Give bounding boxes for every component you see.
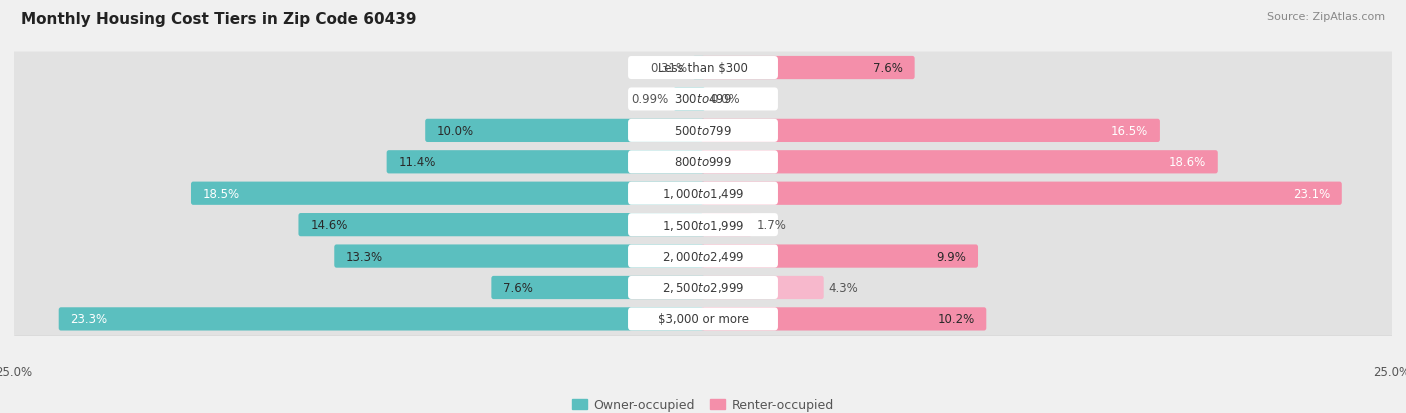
Text: 0.31%: 0.31%	[651, 62, 688, 75]
Text: $1,500 to $1,999: $1,500 to $1,999	[662, 218, 744, 232]
Text: Monthly Housing Cost Tiers in Zip Code 60439: Monthly Housing Cost Tiers in Zip Code 6…	[21, 12, 416, 27]
FancyBboxPatch shape	[10, 209, 1396, 241]
FancyBboxPatch shape	[10, 147, 1396, 178]
Text: 0.0%: 0.0%	[710, 93, 740, 106]
FancyBboxPatch shape	[628, 151, 778, 174]
Text: 9.9%: 9.9%	[936, 250, 966, 263]
FancyBboxPatch shape	[700, 119, 1160, 142]
Text: $3,000 or more: $3,000 or more	[658, 313, 748, 325]
FancyBboxPatch shape	[387, 151, 706, 174]
Text: 0.99%: 0.99%	[631, 93, 669, 106]
FancyBboxPatch shape	[10, 52, 1396, 84]
Text: 10.0%: 10.0%	[437, 125, 474, 138]
FancyBboxPatch shape	[628, 276, 778, 299]
Text: 13.3%: 13.3%	[346, 250, 384, 263]
Text: $300 to $499: $300 to $499	[673, 93, 733, 106]
FancyBboxPatch shape	[491, 276, 706, 299]
FancyBboxPatch shape	[628, 57, 778, 80]
Text: 14.6%: 14.6%	[311, 218, 347, 232]
Text: 7.6%: 7.6%	[503, 281, 533, 294]
Text: 16.5%: 16.5%	[1111, 125, 1149, 138]
Legend: Owner-occupied, Renter-occupied: Owner-occupied, Renter-occupied	[568, 393, 838, 413]
Text: $800 to $999: $800 to $999	[673, 156, 733, 169]
Text: $500 to $799: $500 to $799	[673, 125, 733, 138]
FancyBboxPatch shape	[673, 88, 706, 112]
FancyBboxPatch shape	[628, 214, 778, 237]
FancyBboxPatch shape	[700, 151, 1218, 174]
Text: $2,500 to $2,999: $2,500 to $2,999	[662, 281, 744, 295]
FancyBboxPatch shape	[10, 272, 1396, 304]
Text: 23.1%: 23.1%	[1292, 187, 1330, 200]
Text: $2,000 to $2,499: $2,000 to $2,499	[662, 249, 744, 263]
Text: $1,000 to $1,499: $1,000 to $1,499	[662, 187, 744, 201]
FancyBboxPatch shape	[628, 120, 778, 142]
FancyBboxPatch shape	[700, 245, 979, 268]
Text: 18.5%: 18.5%	[202, 187, 240, 200]
FancyBboxPatch shape	[692, 57, 706, 80]
FancyBboxPatch shape	[10, 178, 1396, 210]
Text: Less than $300: Less than $300	[658, 62, 748, 75]
FancyBboxPatch shape	[628, 182, 778, 205]
FancyBboxPatch shape	[298, 214, 706, 237]
Text: 1.7%: 1.7%	[756, 218, 786, 232]
FancyBboxPatch shape	[700, 308, 986, 331]
FancyBboxPatch shape	[628, 245, 778, 268]
Text: 10.2%: 10.2%	[938, 313, 974, 325]
Text: 4.3%: 4.3%	[828, 281, 858, 294]
Text: Source: ZipAtlas.com: Source: ZipAtlas.com	[1267, 12, 1385, 22]
FancyBboxPatch shape	[700, 57, 915, 80]
FancyBboxPatch shape	[700, 214, 752, 237]
Text: 23.3%: 23.3%	[70, 313, 108, 325]
FancyBboxPatch shape	[628, 88, 778, 111]
FancyBboxPatch shape	[10, 303, 1396, 335]
FancyBboxPatch shape	[628, 308, 778, 331]
FancyBboxPatch shape	[10, 240, 1396, 273]
FancyBboxPatch shape	[191, 182, 706, 205]
FancyBboxPatch shape	[335, 245, 706, 268]
FancyBboxPatch shape	[10, 115, 1396, 147]
FancyBboxPatch shape	[10, 84, 1396, 116]
Text: 18.6%: 18.6%	[1168, 156, 1206, 169]
FancyBboxPatch shape	[425, 119, 706, 142]
FancyBboxPatch shape	[700, 276, 824, 299]
Text: 11.4%: 11.4%	[398, 156, 436, 169]
FancyBboxPatch shape	[700, 182, 1341, 205]
FancyBboxPatch shape	[59, 308, 706, 331]
Text: 7.6%: 7.6%	[873, 62, 903, 75]
